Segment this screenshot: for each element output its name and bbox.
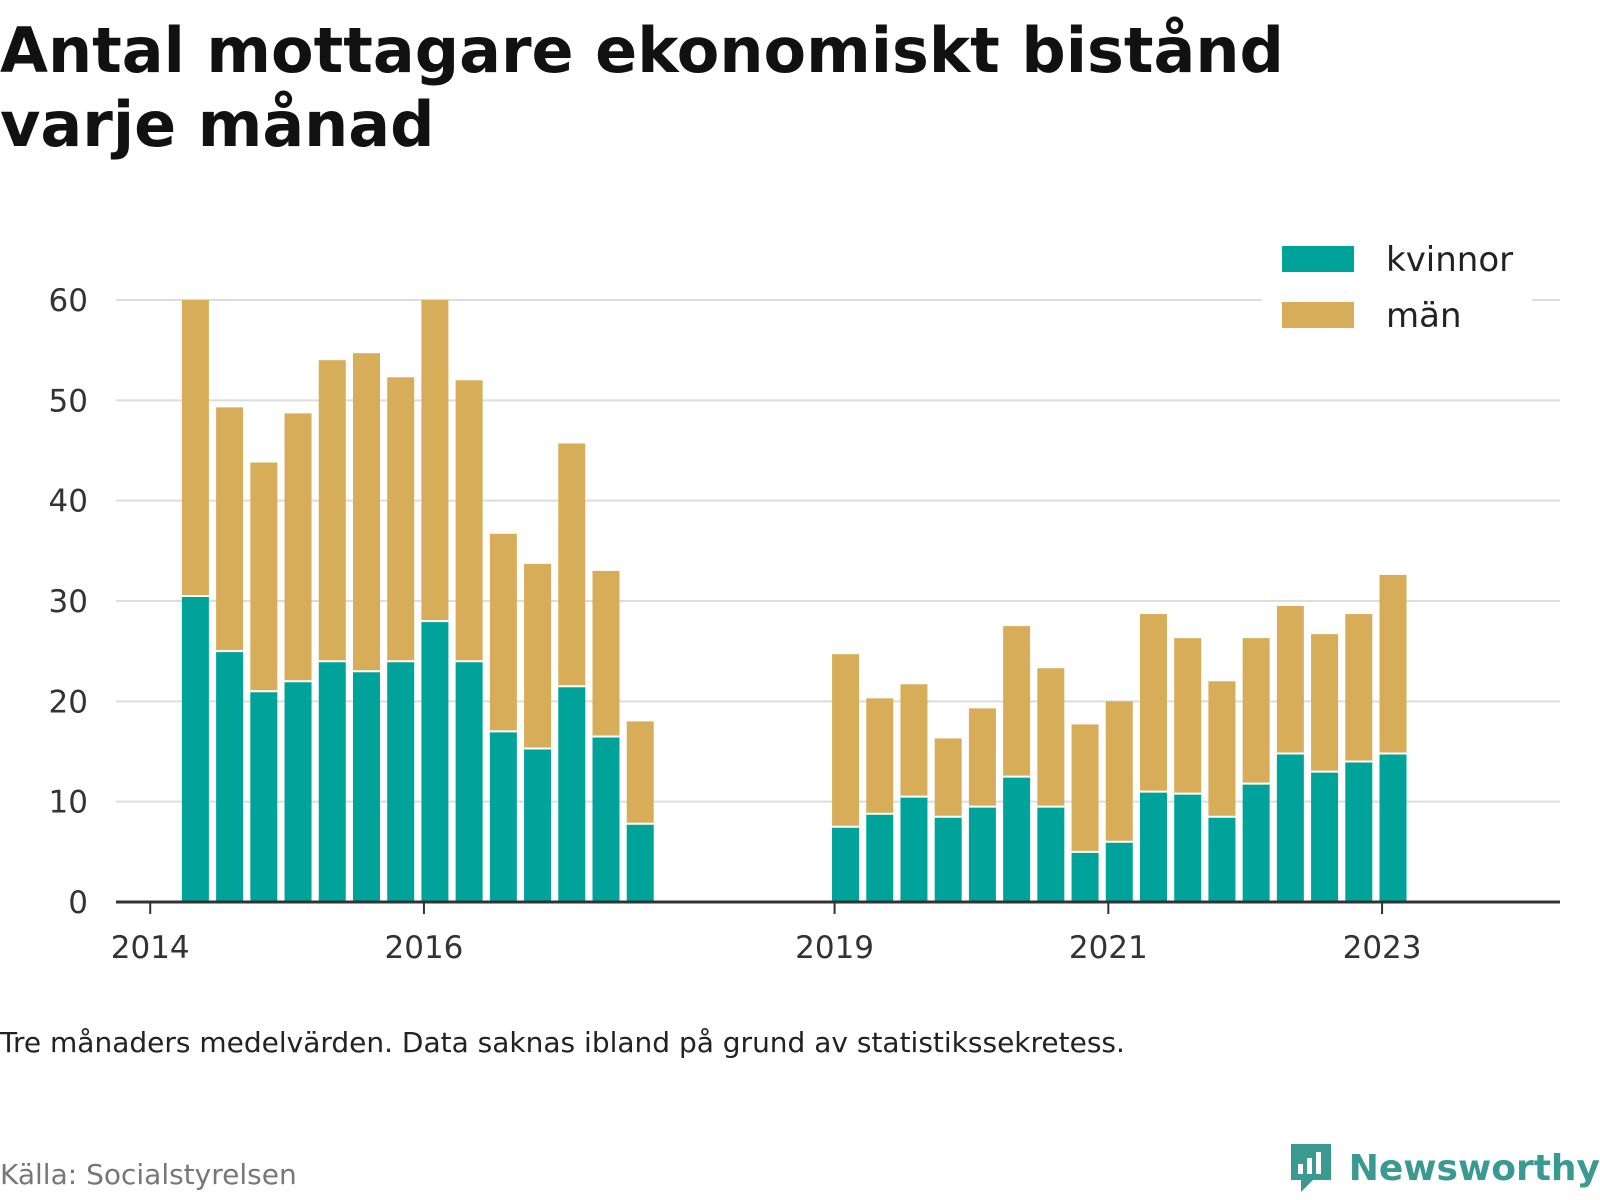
bar-man <box>524 563 552 749</box>
bar-kvinnor <box>1139 791 1167 902</box>
bar-kvinnor <box>1071 851 1099 902</box>
bar-man <box>181 300 209 596</box>
bar-kvinnor <box>1037 806 1065 902</box>
newsworthy-icon <box>1290 1144 1331 1192</box>
bar-man <box>1276 606 1304 754</box>
bar-man <box>250 462 278 692</box>
bars <box>181 300 1407 902</box>
stacked-bar-chart: 0 10 20 30 40 50 60 2014 2016 2019 2021 2023 kvinno… <box>49 240 1560 966</box>
chart-note: Tre månaders medelvärden. Data saknas ib… <box>0 1026 1125 1059</box>
legend-label: män <box>1386 296 1462 336</box>
y-tick-label: 50 <box>49 383 88 419</box>
bar-man <box>1003 626 1031 777</box>
bar-kvinnor <box>1105 841 1133 902</box>
legend-swatch <box>1282 246 1354 272</box>
bar-man <box>968 708 996 807</box>
bar-man <box>489 533 517 732</box>
bar-kvinnor <box>832 826 860 902</box>
bar-man <box>934 738 962 817</box>
x-tick-label: 2023 <box>1343 930 1422 966</box>
bar-man <box>1208 681 1236 817</box>
bar-kvinnor <box>1174 793 1202 902</box>
bar-kvinnor <box>318 661 346 902</box>
bar-kvinnor <box>489 731 517 902</box>
y-tick-label: 30 <box>49 584 88 620</box>
bar-man <box>1071 724 1099 852</box>
y-tick-label: 0 <box>68 885 88 921</box>
bar-man <box>1105 701 1133 842</box>
bar-man <box>1242 638 1270 784</box>
bar-man <box>832 654 860 827</box>
bar-man <box>284 413 312 682</box>
bar-man <box>1174 638 1202 794</box>
bar-kvinnor <box>1311 771 1339 902</box>
bar-man <box>421 300 449 622</box>
chart-title: Antal mottagare ekonomiskt bistånd varje… <box>0 14 1284 161</box>
bar-man <box>352 353 380 672</box>
y-tick-label: 20 <box>49 684 88 720</box>
bar-kvinnor <box>216 651 244 902</box>
bar-kvinnor <box>352 671 380 902</box>
bar-man <box>1037 668 1065 807</box>
x-tick-label: 2016 <box>385 930 464 966</box>
y-tick-label: 40 <box>49 484 88 520</box>
bar-man <box>318 360 346 662</box>
bar-kvinnor <box>934 816 962 902</box>
legend: kvinnor män <box>1262 240 1532 360</box>
bar-kvinnor <box>866 813 894 902</box>
newsworthy-logo[interactable]: Newsworthy <box>1287 1140 1600 1196</box>
legend-swatch <box>1282 302 1354 328</box>
bar-kvinnor <box>284 681 312 902</box>
bar-kvinnor <box>421 621 449 902</box>
bar-kvinnor <box>250 691 278 902</box>
axes: 0 10 20 30 40 50 60 2014 2016 2019 2021 2023 <box>49 283 1560 966</box>
bar-kvinnor <box>626 823 654 902</box>
bar-kvinnor <box>592 736 620 902</box>
bar-man <box>1139 614 1167 792</box>
bar-man <box>1311 634 1339 772</box>
bar-kvinnor <box>1208 816 1236 902</box>
bar-man <box>626 721 654 824</box>
bar-kvinnor <box>558 686 586 902</box>
bar-kvinnor <box>900 796 928 902</box>
y-tick-label: 10 <box>49 785 88 821</box>
bar-kvinnor <box>1242 783 1270 902</box>
bar-man <box>387 377 415 662</box>
x-tick-label: 2019 <box>795 930 874 966</box>
bar-kvinnor <box>387 661 415 902</box>
brand-name: Newsworthy <box>1348 1147 1600 1189</box>
bar-man <box>558 443 586 687</box>
bar-man <box>866 698 894 814</box>
bar-kvinnor <box>181 595 209 902</box>
bar-man <box>592 570 620 737</box>
bar-kvinnor <box>1345 761 1373 902</box>
bar-man <box>455 380 483 662</box>
bar-kvinnor <box>1379 753 1407 902</box>
bar-man <box>900 684 928 797</box>
bar-man <box>216 407 244 652</box>
source-text: Källa: Socialstyrelsen <box>0 1158 297 1191</box>
bar-kvinnor <box>1276 753 1304 902</box>
y-tick-label: 60 <box>49 283 88 319</box>
legend-label: kvinnor <box>1386 240 1513 280</box>
bar-kvinnor <box>455 661 483 902</box>
x-tick-label: 2021 <box>1069 930 1148 966</box>
bar-kvinnor <box>968 806 996 902</box>
bar-kvinnor <box>1003 776 1031 902</box>
bar-kvinnor <box>524 748 552 902</box>
x-tick-label: 2014 <box>111 930 190 966</box>
bar-man <box>1345 614 1373 762</box>
bar-man <box>1379 574 1407 754</box>
